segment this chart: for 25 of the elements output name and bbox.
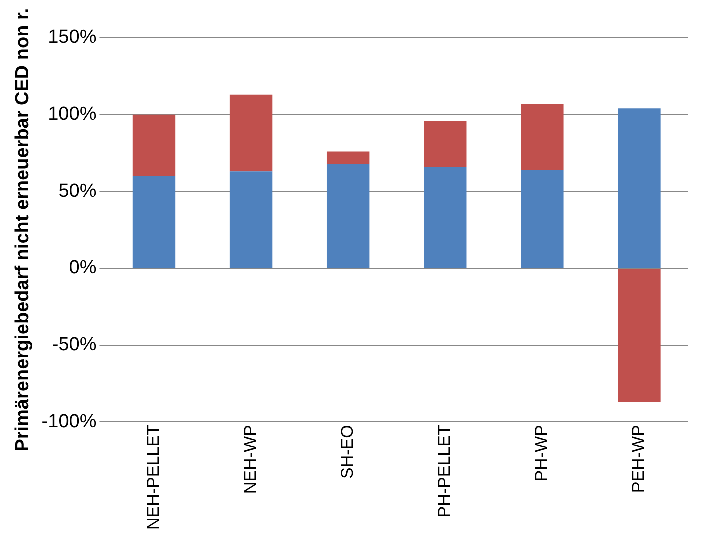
x-tick-label: PH-PELLET [435,425,454,518]
x-tick-label: NEH-PELLET [144,425,163,530]
bar [132,176,176,268]
y-tick-label: 100% [48,104,97,126]
bar [618,268,661,402]
x-tick-label: PEH-WP [629,425,648,494]
y-tick-label: 150% [48,27,97,48]
y-tick-label: -100% [42,411,97,432]
bar [618,108,661,268]
y-axis-title: Primärenergiebedarf nicht erneuerbar CED non r. [12,8,34,452]
bar [132,114,176,176]
y-tick-label: -50% [52,334,97,356]
bar [326,164,370,268]
bar [326,152,370,164]
bar [230,94,273,172]
y-tick-label: 50% [58,180,97,202]
bar [521,170,564,268]
x-tick-label: SH-EO [338,425,358,479]
x-tick-label: NEH-WP [240,425,260,494]
bar [521,104,564,170]
bar [230,172,273,268]
y-tick-label: 0% [69,258,97,279]
bar [424,120,467,168]
bar [424,167,467,268]
x-tick-label: PH-WP [532,425,552,482]
